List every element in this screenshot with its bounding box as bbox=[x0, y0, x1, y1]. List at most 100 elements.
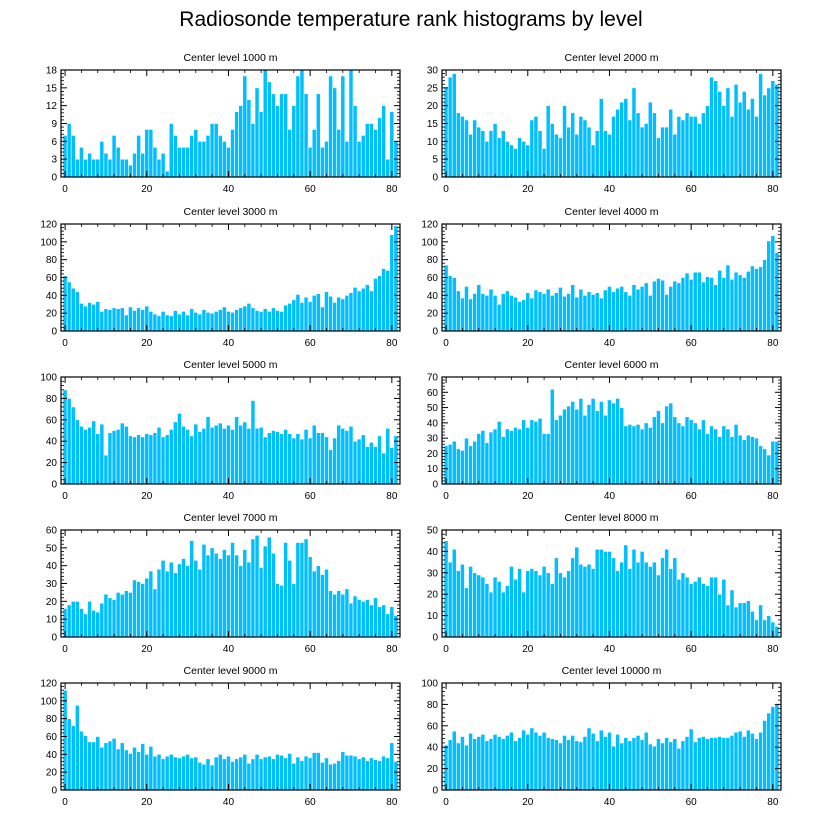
histogram-bar bbox=[668, 286, 674, 332]
histogram-bar bbox=[222, 549, 227, 638]
histogram-bar bbox=[103, 742, 109, 791]
y-tick-label: 100 bbox=[40, 696, 57, 707]
histogram-bar bbox=[128, 753, 133, 791]
histogram-bar bbox=[209, 426, 215, 485]
histogram-bar bbox=[340, 593, 346, 638]
histogram-bar bbox=[635, 424, 641, 485]
histogram-bar bbox=[87, 741, 92, 791]
histogram-bar bbox=[647, 295, 653, 332]
x-tick-label: 40 bbox=[604, 797, 616, 808]
x-tick-label: 60 bbox=[686, 184, 698, 195]
panel-title: Center level 1000 m bbox=[184, 52, 278, 64]
histogram-bar bbox=[189, 135, 195, 178]
histogram-bar bbox=[242, 549, 248, 638]
histogram-bar bbox=[733, 424, 739, 485]
histogram-bar bbox=[181, 558, 186, 638]
x-tick-label: 80 bbox=[767, 797, 779, 808]
histogram-bar bbox=[181, 311, 186, 332]
histogram-bar bbox=[352, 755, 358, 791]
histogram-bar bbox=[168, 315, 174, 332]
histogram-bar bbox=[582, 295, 588, 332]
histogram-bar bbox=[774, 625, 780, 638]
histogram-bar bbox=[295, 75, 301, 178]
histogram-bar bbox=[197, 762, 203, 791]
histogram-bar bbox=[311, 752, 317, 791]
histogram-bar bbox=[574, 408, 580, 485]
x-tick-label: 0 bbox=[62, 644, 68, 655]
histogram-bar bbox=[500, 293, 506, 332]
histogram-bar bbox=[615, 108, 620, 178]
histogram-panel: Center level 1000 m 0 20 40 60 80 0 3 6 9 12 15 18 bbox=[46, 52, 401, 195]
histogram-bar bbox=[750, 265, 755, 332]
histogram-bar bbox=[529, 297, 535, 332]
histogram-bar bbox=[271, 307, 276, 332]
y-tick-label: 120 bbox=[421, 220, 438, 231]
histogram-bar bbox=[521, 419, 527, 485]
histogram-bar bbox=[590, 568, 596, 638]
histogram-bar bbox=[213, 756, 219, 791]
histogram-bar bbox=[132, 152, 137, 178]
histogram-bar bbox=[348, 754, 354, 791]
histogram-bar bbox=[234, 758, 239, 791]
histogram-bar bbox=[766, 454, 772, 485]
histogram-bar bbox=[238, 424, 244, 485]
histogram-bar bbox=[352, 595, 358, 638]
histogram-bar bbox=[533, 570, 539, 638]
histogram-bar bbox=[83, 429, 88, 485]
histogram-bar bbox=[574, 133, 580, 178]
histogram-bar bbox=[119, 158, 125, 178]
histogram-bar bbox=[250, 538, 256, 638]
histogram-bar bbox=[369, 441, 374, 485]
histogram-bar bbox=[136, 135, 141, 178]
histogram-bar bbox=[213, 123, 219, 178]
histogram-bar bbox=[91, 609, 97, 638]
histogram-bar bbox=[209, 764, 215, 791]
histogram-bar bbox=[541, 433, 547, 485]
histogram-bar bbox=[623, 425, 629, 485]
histogram-bar bbox=[205, 758, 211, 791]
histogram-bar bbox=[680, 572, 686, 638]
histogram-bar bbox=[217, 422, 223, 485]
histogram-bar bbox=[242, 305, 248, 332]
histogram-bar bbox=[352, 105, 358, 178]
histogram-bar bbox=[83, 158, 88, 178]
histogram-bar bbox=[140, 583, 146, 638]
histogram-bar bbox=[627, 119, 633, 178]
histogram-bar bbox=[177, 563, 182, 638]
histogram-bar bbox=[623, 98, 629, 178]
histogram-bar bbox=[464, 119, 469, 178]
histogram-bar bbox=[725, 737, 731, 791]
histogram-bar bbox=[185, 565, 190, 638]
histogram-bar bbox=[369, 123, 374, 178]
histogram-bar bbox=[558, 414, 563, 485]
histogram-bar bbox=[87, 426, 92, 485]
histogram-bar bbox=[79, 146, 84, 178]
histogram-bar bbox=[369, 290, 374, 332]
histogram-bar bbox=[295, 294, 301, 332]
histogram-bar bbox=[619, 407, 625, 485]
y-tick-label: 5 bbox=[432, 155, 438, 166]
y-tick-label: 30 bbox=[427, 568, 439, 579]
histogram-bar bbox=[66, 123, 72, 178]
histogram-bar bbox=[168, 429, 174, 485]
histogram-bar bbox=[460, 116, 465, 178]
histogram-bar bbox=[320, 306, 325, 332]
histogram-bar bbox=[385, 428, 391, 485]
histogram-bar bbox=[476, 126, 482, 178]
x-tick-label: 60 bbox=[305, 491, 317, 502]
histogram-bar bbox=[124, 590, 129, 638]
histogram-bar bbox=[283, 304, 288, 332]
histogram-bar bbox=[115, 748, 121, 791]
histogram-bar bbox=[701, 281, 706, 332]
y-tick-label: 80 bbox=[46, 714, 58, 725]
histogram-bar bbox=[344, 430, 350, 485]
histogram-bar bbox=[513, 740, 518, 791]
y-tick-label: 10 bbox=[427, 611, 439, 622]
histogram-bar bbox=[164, 570, 170, 638]
histogram-bar bbox=[554, 739, 559, 791]
panel-title: Center level 2000 m bbox=[565, 52, 659, 64]
histogram-bar bbox=[381, 755, 386, 791]
histogram-bar bbox=[521, 141, 527, 178]
panel-title: Center level 8000 m bbox=[565, 512, 659, 524]
